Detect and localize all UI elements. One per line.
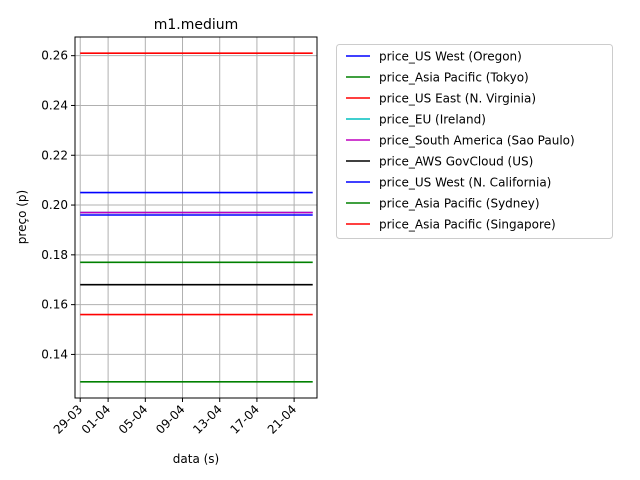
x-tick-label: 17-04 (227, 402, 262, 437)
x-axis-label: data (s) (173, 452, 219, 466)
legend-label: price_US East (N. Virginia) (379, 92, 536, 106)
grid (75, 37, 317, 398)
y-tick-label: 0.18 (41, 248, 68, 262)
legend-label: price_South America (Sao Paulo) (379, 134, 575, 148)
legend-label: price_Asia Pacific (Sydney) (379, 197, 540, 211)
x-tick-label: 29-03 (51, 402, 86, 437)
x-tick-label: 01-04 (79, 402, 114, 437)
y-tick-label: 0.24 (41, 98, 68, 112)
legend-frame (336, 44, 613, 239)
legend-label: price_Asia Pacific (Singapore) (379, 218, 556, 232)
legend: price_US West (Oregon) price_Asia Pacific… (336, 44, 613, 239)
x-tick-label: 09-04 (153, 402, 188, 437)
legend-entries: price_US West (Oregon) price_Asia Pacific… (346, 50, 575, 232)
y-tick-label: 0.22 (41, 148, 68, 162)
legend-label: price_Asia Pacific (Tokyo) (379, 71, 529, 85)
y-tick-label: 0.20 (41, 198, 68, 212)
legend-label: price_EU (Ireland) (379, 113, 486, 127)
legend-label: price_US West (Oregon) (379, 50, 522, 64)
plot-frame (74, 36, 318, 399)
y-tick-label: 0.16 (41, 298, 68, 312)
legend-label: price_AWS GovCloud (US) (379, 155, 533, 169)
y-tick-label: 0.14 (41, 347, 68, 361)
y-axis-label: preço (p) (15, 190, 29, 244)
chart-title: m1.medium (154, 17, 239, 33)
x-tick-label: 13-04 (190, 402, 225, 437)
legend-label: price_US West (N. California) (379, 176, 551, 190)
y-tick-label: 0.26 (41, 49, 68, 63)
x-tick-label: 21-04 (265, 402, 300, 437)
x-tick-label: 05-04 (116, 402, 151, 437)
y-axis-ticks: 0.14 0.16 0.18 0.20 0.22 0.24 0.26 (41, 49, 75, 361)
series-lines (80, 52, 313, 383)
